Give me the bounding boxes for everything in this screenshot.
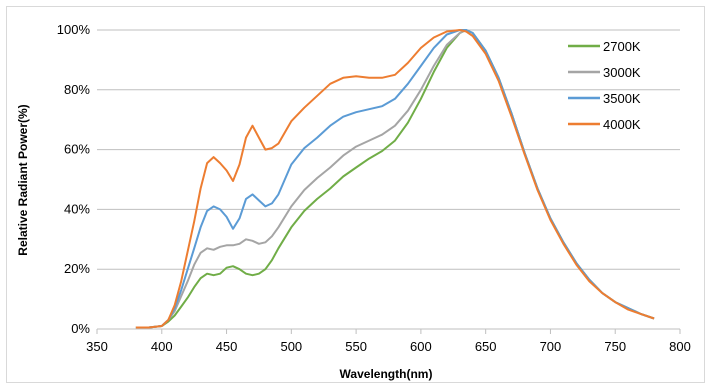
- x-tick-label: 350: [86, 339, 108, 354]
- y-axis-title: Relative Radiant Power(%): [16, 104, 30, 255]
- axes: 0% 20% 40% 60% 80% 100% 350 400 450 500 550 600 650 7…: [57, 22, 691, 354]
- x-tick-label: 800: [669, 339, 691, 354]
- x-tick-label: 550: [345, 339, 367, 354]
- legend-label-2700k: 2700K: [603, 39, 641, 54]
- series-line-4000k: [135, 29, 655, 329]
- y-tick-label: 0%: [71, 321, 90, 336]
- x-tick-label: 750: [604, 339, 626, 354]
- x-tick-label: 450: [216, 339, 238, 354]
- y-tick-label: 80%: [64, 82, 90, 97]
- x-tick-label: 400: [151, 339, 173, 354]
- x-tick-label: 650: [475, 339, 497, 354]
- legend-label-4000k: 4000K: [603, 117, 641, 132]
- x-tick-label: 600: [410, 339, 432, 354]
- y-tick-label: 100%: [57, 22, 91, 37]
- y-tick-label: 20%: [64, 261, 90, 276]
- x-tick-label: 700: [540, 339, 562, 354]
- gridlines: [97, 29, 680, 270]
- y-tick-label: 60%: [64, 142, 90, 157]
- x-axis-title: Wavelength(nm): [340, 367, 433, 381]
- y-tick-label: 40%: [64, 201, 90, 216]
- legend-label-3000k: 3000K: [603, 65, 641, 80]
- legend: 2700K 3000K 3500K 4000K: [568, 39, 641, 132]
- chart-frame: [6, 6, 705, 383]
- x-tick-label: 500: [280, 339, 302, 354]
- series-lines: [135, 29, 655, 329]
- legend-label-3500k: 3500K: [603, 91, 641, 106]
